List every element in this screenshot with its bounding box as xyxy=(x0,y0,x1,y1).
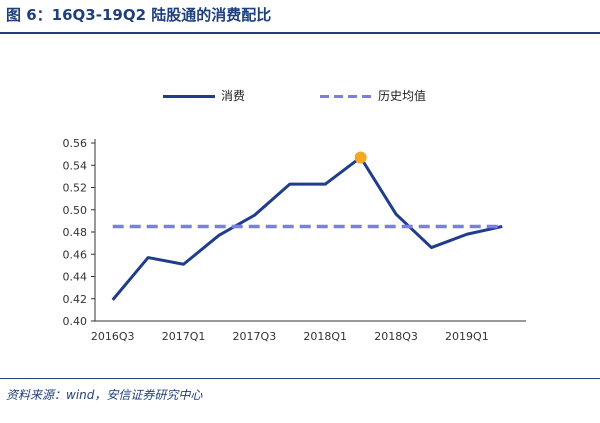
x-tick-label: 2018Q3 xyxy=(374,330,418,343)
legend-swatch-consumption xyxy=(163,95,215,98)
y-tick-label: 0.56 xyxy=(63,137,88,150)
legend-label-consumption: 消费 xyxy=(221,89,246,103)
y-tick-label: 0.42 xyxy=(63,293,88,306)
y-tick-label: 0.44 xyxy=(63,271,88,284)
legend-label-historical-mean: 历史均值 xyxy=(378,89,427,103)
peak-point-marker xyxy=(354,151,367,164)
x-tick-label: 2016Q3 xyxy=(91,330,135,343)
y-tick-label: 0.40 xyxy=(63,315,88,328)
source-note: 资料来源：wind，安信证券研究中心 xyxy=(6,388,203,402)
legend-swatch-historical-mean xyxy=(320,95,372,98)
y-tick-label: 0.52 xyxy=(63,182,88,195)
figure-title: 图 6：16Q3-19Q2 陆股通的消费配比 xyxy=(6,6,272,24)
legend: 消费 历史均值 xyxy=(0,86,600,106)
y-tick-label: 0.50 xyxy=(63,204,88,217)
y-tick-label: 0.46 xyxy=(63,248,88,261)
x-tick-label: 2018Q1 xyxy=(303,330,347,343)
x-tick-label: 2017Q1 xyxy=(162,330,206,343)
y-tick-label: 0.54 xyxy=(63,159,88,172)
series-line-consumption xyxy=(111,155,503,301)
x-tick-label: 2017Q3 xyxy=(233,330,277,343)
title-divider xyxy=(0,32,600,34)
y-tick-label: 0.48 xyxy=(63,226,88,239)
x-tick-label: 2019Q1 xyxy=(445,330,489,343)
footer-divider xyxy=(0,378,600,379)
